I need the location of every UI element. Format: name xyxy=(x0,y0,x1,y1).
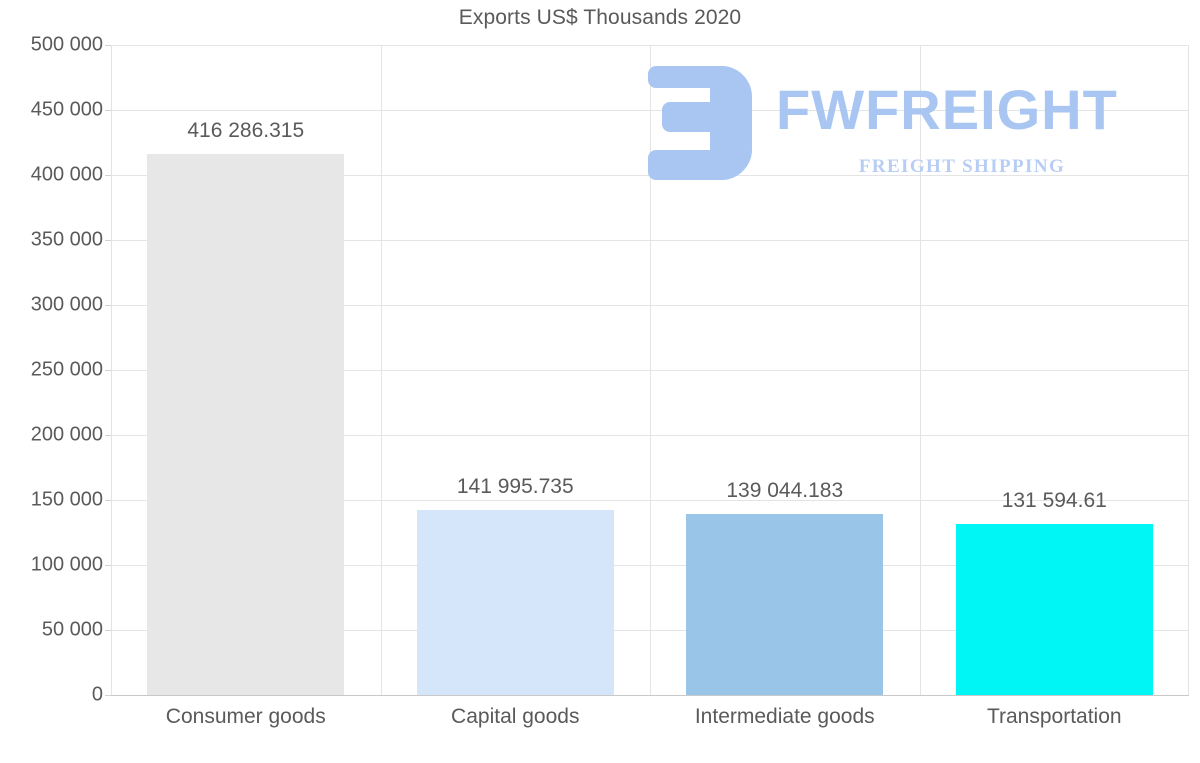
bar[interactable] xyxy=(686,514,884,695)
x-axis-category-label: Intermediate goods xyxy=(694,705,875,728)
x-axis-category-label: Capital goods xyxy=(451,705,580,728)
y-axis-tick-mark xyxy=(105,565,111,566)
x-axis-category-label: Consumer goods xyxy=(165,705,326,728)
y-axis-tick-mark xyxy=(105,305,111,306)
y-axis-tick-label: 200 000 xyxy=(30,423,103,446)
gridline-vertical xyxy=(381,45,382,695)
x-axis-category-label: Transportation xyxy=(986,705,1122,728)
y-axis-tick-label: 150 000 xyxy=(30,488,103,511)
y-axis-tick-label: 250 000 xyxy=(30,358,103,381)
y-axis: 0 50 000 100 000 150 000 200 000 250 000 300 0… xyxy=(0,34,103,706)
y-axis-tick-mark xyxy=(105,435,111,436)
y-axis-tick-label: 50 000 xyxy=(41,618,103,641)
y-axis-tick-mark xyxy=(105,500,111,501)
y-axis-tick-mark xyxy=(105,370,111,371)
bar-value-label: 141 995.735 xyxy=(456,475,574,499)
bar[interactable] xyxy=(416,510,614,695)
bar-value-label: 139 044.183 xyxy=(726,479,844,503)
plot-area: 416 286.315 141 995.735 139 044.183 131 594… xyxy=(111,45,1189,696)
gridline-vertical xyxy=(1188,45,1189,695)
y-axis-tick-mark xyxy=(105,630,111,631)
y-axis-tick-mark xyxy=(105,45,111,46)
gridline-vertical xyxy=(111,45,112,695)
y-axis-tick-mark xyxy=(105,240,111,241)
y-axis-tick-label: 0 xyxy=(91,683,103,706)
y-axis-tick-label: 350 000 xyxy=(30,228,103,251)
y-axis-tick-label: 400 000 xyxy=(30,163,103,186)
bar-value-label: 131 594.61 xyxy=(1001,488,1107,512)
chart-title: Exports US$ Thousands 2020 xyxy=(458,6,742,29)
bar[interactable] xyxy=(147,153,345,695)
y-axis-tick-mark xyxy=(105,695,111,696)
bar-value-label: 416 286.315 xyxy=(187,118,305,142)
y-axis-tick-label: 100 000 xyxy=(30,553,103,576)
gridline-vertical xyxy=(920,45,921,695)
y-axis-tick-label: 450 000 xyxy=(30,98,103,121)
gridline-horizontal xyxy=(111,695,1189,696)
y-axis-tick-label: 500 000 xyxy=(30,33,103,56)
y-axis-tick-label: 300 000 xyxy=(30,293,103,316)
bar[interactable] xyxy=(955,523,1153,695)
y-axis-tick-mark xyxy=(105,175,111,176)
gridline-vertical xyxy=(650,45,651,695)
y-axis-tick-mark xyxy=(105,110,111,111)
